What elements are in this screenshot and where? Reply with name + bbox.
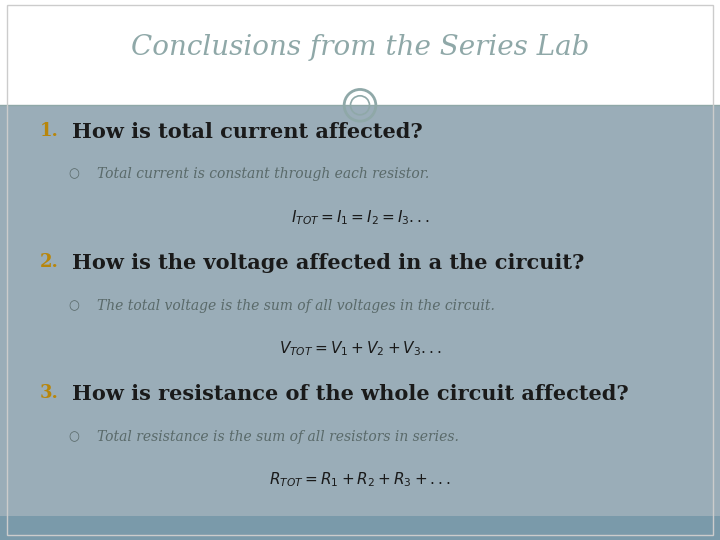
Text: $I_{TOT} = I_1 = I_2 = I_3 ...$: $I_{TOT} = I_1 = I_2 = I_3 ...$ [291, 208, 429, 227]
Text: 2.: 2. [40, 253, 58, 271]
Text: $R_{TOT} = R_1 + R_2 + R_3 + ...$: $R_{TOT} = R_1 + R_2 + R_3 + ...$ [269, 471, 451, 489]
Text: Conclusions from the Series Lab: Conclusions from the Series Lab [131, 33, 589, 60]
Text: How is total current affected?: How is total current affected? [72, 122, 423, 141]
Text: $V_{TOT}  = V_1 + V_2 + V_3 ...$: $V_{TOT} = V_1 + V_2 + V_3 ...$ [279, 339, 441, 358]
Text: 3.: 3. [40, 384, 58, 402]
Text: Total current is constant through each resistor.: Total current is constant through each r… [97, 167, 429, 181]
Text: ○: ○ [68, 430, 79, 443]
FancyBboxPatch shape [0, 516, 720, 540]
FancyBboxPatch shape [0, 0, 720, 105]
FancyBboxPatch shape [0, 105, 720, 516]
Text: ○: ○ [68, 167, 79, 180]
Text: How is the voltage affected in a the circuit?: How is the voltage affected in a the cir… [72, 253, 585, 273]
Text: ○: ○ [68, 299, 79, 312]
Text: How is resistance of the whole circuit affected?: How is resistance of the whole circuit a… [72, 384, 629, 404]
Text: Total resistance is the sum of all resistors in series.: Total resistance is the sum of all resis… [97, 430, 459, 444]
Text: 1.: 1. [40, 122, 58, 139]
Text: The total voltage is the sum of all voltages in the circuit.: The total voltage is the sum of all volt… [97, 299, 495, 313]
